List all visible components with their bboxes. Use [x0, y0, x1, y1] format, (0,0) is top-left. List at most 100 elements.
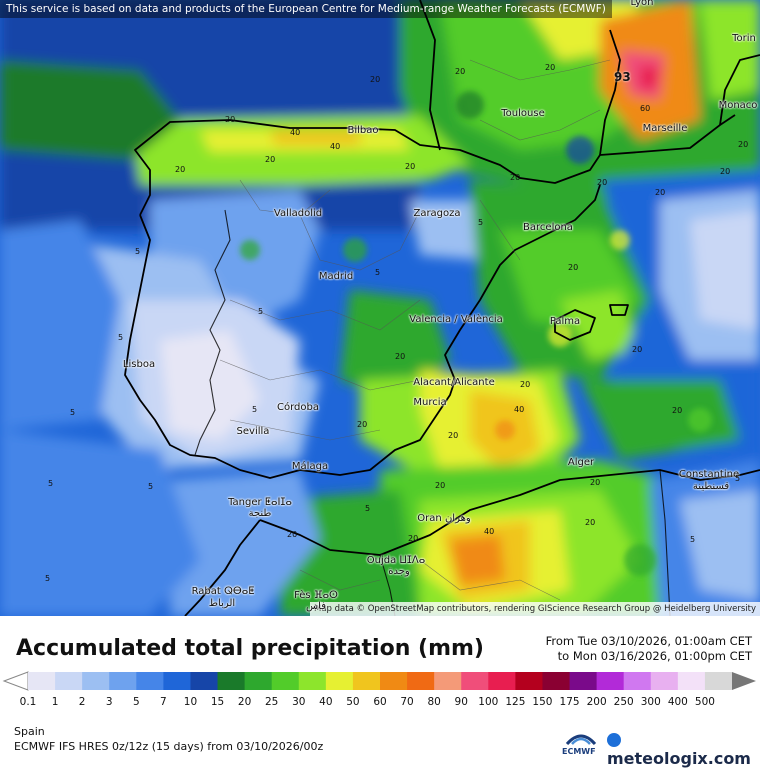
scale-tick-label: 20 [237, 696, 252, 708]
scale-tick-label: 50 [346, 696, 360, 708]
contour-value-label: 40 [330, 142, 341, 151]
scale-swatch [271, 672, 300, 690]
city-label: Lyon [630, 0, 654, 8]
city-label: Toulouse [501, 108, 545, 119]
city-label: Zaragoza [413, 208, 461, 219]
contour-value-label: 20 [655, 188, 666, 197]
city-label: Oujda ⵡⵊⴷⴰ [366, 555, 426, 566]
scale-swatch [325, 672, 354, 690]
city-label: Málaga [291, 461, 329, 472]
city-label: Lisboa [122, 359, 156, 370]
city-label: Tanger ⵟⴰⵏⵊⴰ [228, 497, 292, 508]
city-label: Palma [549, 316, 581, 327]
scale-tick-label: 40 [319, 696, 333, 708]
ecmwf-label: ECMWF [562, 747, 596, 756]
contour-value-label: 20 [510, 173, 521, 182]
contour-value-label: 5 [735, 474, 741, 483]
scale-swatch [380, 672, 408, 690]
city-label: Bilbao [347, 125, 379, 136]
contour-value-label: 20 [395, 352, 406, 361]
city-label: Valencia / València [409, 314, 503, 325]
scale-tick-label: 0.1 [19, 696, 37, 708]
city-label: Oran وهران [417, 513, 471, 524]
city-label: فاس [305, 601, 327, 612]
max-value-label: 93 [614, 70, 631, 84]
scale-swatch [542, 672, 571, 690]
city-label: Sevilla [236, 426, 270, 437]
city-label: Monaco [718, 100, 758, 111]
contour-value-label: 5 [690, 535, 696, 544]
contour-value-label: 5 [252, 405, 258, 414]
scale-swatch [109, 672, 137, 690]
ecmwf-logo-icon [565, 734, 597, 746]
contour-value-label: 5 [48, 479, 54, 488]
scale-min-arrow [2, 671, 29, 691]
contour-value-label: 5 [258, 307, 264, 316]
meteologix-globe-icon [607, 733, 621, 747]
contour-value-label: 5 [365, 504, 371, 513]
data-source-notice: This service is based on data and produc… [0, 0, 612, 18]
contour-value-label: 20 [287, 530, 298, 539]
contour-value-label: 60 [640, 104, 651, 113]
contour-value-label: 20 [590, 478, 601, 487]
scale-swatch [515, 672, 543, 690]
contour-value-label: 5 [375, 268, 381, 277]
scale-tick-label: 500 [694, 696, 715, 708]
color-scale-ticks: 0.1 1 2 3 5 7 10 15 20 25 30 40 50 60 70 80 90 100 125 150 1… [0, 696, 760, 710]
scale-swatch [298, 672, 327, 690]
scale-tick-label: 2 [78, 696, 86, 708]
city-label: Torin [732, 33, 756, 44]
scale-tick-label: 3 [105, 696, 113, 708]
contour-value-label: 20 [455, 67, 466, 76]
contour-value-label: 20 [672, 406, 683, 415]
contour-value-label: 20 [585, 518, 596, 527]
scale-swatch [623, 672, 652, 690]
contour-value-label: 20 [405, 162, 416, 171]
scale-tick-label: 150 [532, 696, 553, 708]
contour-value-label: 20 [545, 63, 556, 72]
city-label: Córdoba [277, 402, 319, 413]
scale-swatch [163, 672, 191, 690]
scale-tick-label: 80 [427, 696, 441, 708]
city-label: Barcelona [523, 222, 573, 233]
period-from: From Tue 03/10/2026, 01:00am CET [545, 634, 752, 648]
scale-tick-label: 10 [183, 696, 198, 708]
contour-value-label: 20 [597, 178, 608, 187]
scale-swatch [461, 672, 489, 690]
map-canvas [0, 0, 760, 616]
scale-swatch [82, 672, 110, 690]
chart-title: Accumulated total precipitation (mm) [16, 636, 484, 661]
scale-swatch [217, 672, 246, 690]
precipitation-map[interactable]: This service is based on data and produc… [0, 0, 760, 616]
scale-tick-label: 60 [373, 696, 387, 708]
city-label: Constantine [678, 469, 740, 480]
city-label: طنجة [248, 508, 272, 519]
scale-tick-label: 300 [640, 696, 661, 708]
meteologix-brand: meteologix.com [607, 749, 751, 768]
contour-value-label: 40 [290, 128, 301, 137]
scale-swatch [55, 672, 83, 690]
city-label: Madrid [318, 271, 354, 282]
contour-value-label: 20 [520, 380, 531, 389]
scale-tick-label: 400 [667, 696, 688, 708]
scale-swatch [704, 672, 733, 690]
contour-value-label: 20 [408, 534, 419, 543]
scale-tick-label: 200 [586, 696, 607, 708]
scale-tick-label: 175 [559, 696, 580, 708]
meteologix-logo[interactable]: meteologix.com [607, 730, 760, 768]
scale-swatch [488, 672, 516, 690]
map-credit: Map data © OpenStreetMap contributors, r… [310, 602, 760, 616]
region-label: Spain [14, 725, 45, 738]
scale-tick-label: 7 [160, 696, 167, 708]
scale-tick-label: 15 [210, 696, 225, 708]
scale-tick-label: 125 [505, 696, 526, 708]
contour-value-label: 5 [148, 482, 154, 491]
city-label: Alacant/Alicante [413, 377, 495, 388]
scale-swatch [190, 672, 219, 690]
scale-tick-label: 5 [132, 696, 140, 708]
contour-value-label: 5 [478, 218, 484, 227]
scale-swatch [136, 672, 164, 690]
scale-tick-label: 25 [265, 696, 279, 708]
city-label: Alger [567, 457, 595, 468]
scale-tick-label: 1 [51, 696, 59, 708]
